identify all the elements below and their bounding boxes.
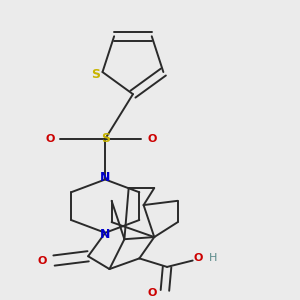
Text: N: N — [100, 171, 110, 184]
Text: S: S — [101, 133, 110, 146]
Text: O: O — [147, 134, 157, 144]
Text: O: O — [45, 134, 54, 144]
Text: H: H — [209, 254, 217, 263]
Text: O: O — [194, 254, 203, 263]
Text: O: O — [38, 256, 47, 266]
Text: S: S — [92, 68, 100, 81]
Text: N: N — [100, 228, 110, 242]
Text: O: O — [147, 287, 157, 298]
